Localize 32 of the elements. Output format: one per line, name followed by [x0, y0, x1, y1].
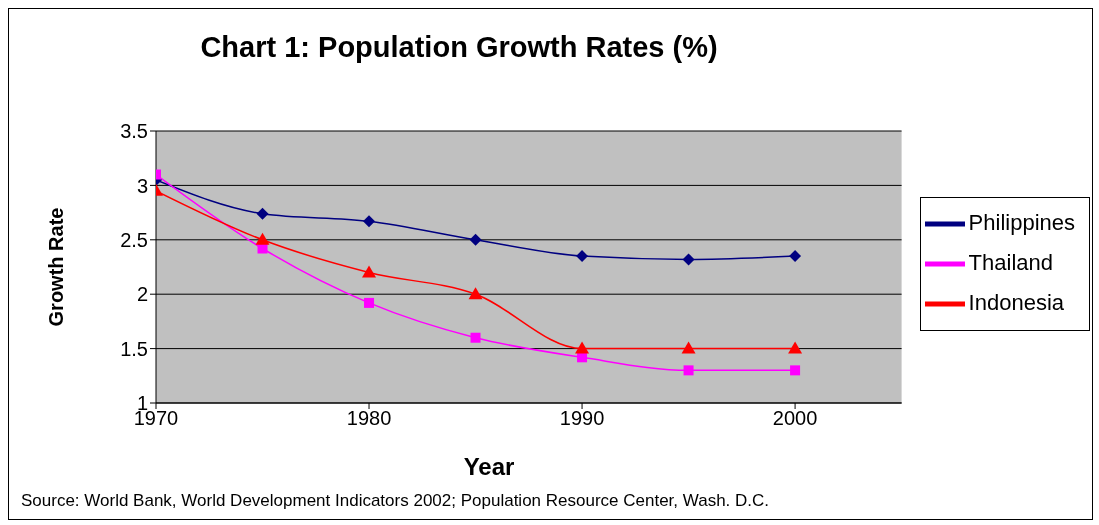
chart-title: Chart 1: Population Growth Rates (%) — [199, 31, 719, 64]
point — [790, 365, 801, 376]
x-tick-label: 1990 — [559, 407, 605, 430]
point — [682, 253, 695, 266]
point — [683, 365, 694, 376]
point — [789, 250, 802, 263]
point — [468, 287, 483, 300]
point — [256, 207, 269, 220]
legend-label: Philippines — [968, 209, 1075, 235]
point — [363, 215, 376, 228]
point — [257, 243, 268, 254]
point — [362, 265, 377, 278]
point — [364, 297, 375, 308]
point — [576, 250, 589, 263]
y-tick-label: 3 — [136, 174, 148, 197]
point — [681, 341, 696, 354]
y-tick-label: 3.5 — [120, 120, 148, 143]
y-tick-label: 2.5 — [120, 228, 148, 251]
point — [470, 332, 481, 343]
point — [469, 233, 482, 246]
x-axis-title: Year — [462, 453, 516, 481]
source-note: Source: World Bank, World Development Indicators 2002; Population Resource Center, Wash. D.C. — [21, 491, 770, 511]
y-tick-label: 2 — [136, 283, 148, 306]
x-tick-label: 2000 — [772, 407, 818, 430]
y-axis-title: Growth Rate — [45, 207, 68, 327]
point — [788, 341, 803, 354]
point — [575, 341, 590, 354]
x-tick-label: 1980 — [346, 407, 392, 430]
legend-label: Thailand — [968, 249, 1053, 275]
point — [255, 232, 270, 245]
legend-label: Indonesia — [968, 289, 1065, 315]
y-tick-label: 1.5 — [120, 337, 148, 360]
